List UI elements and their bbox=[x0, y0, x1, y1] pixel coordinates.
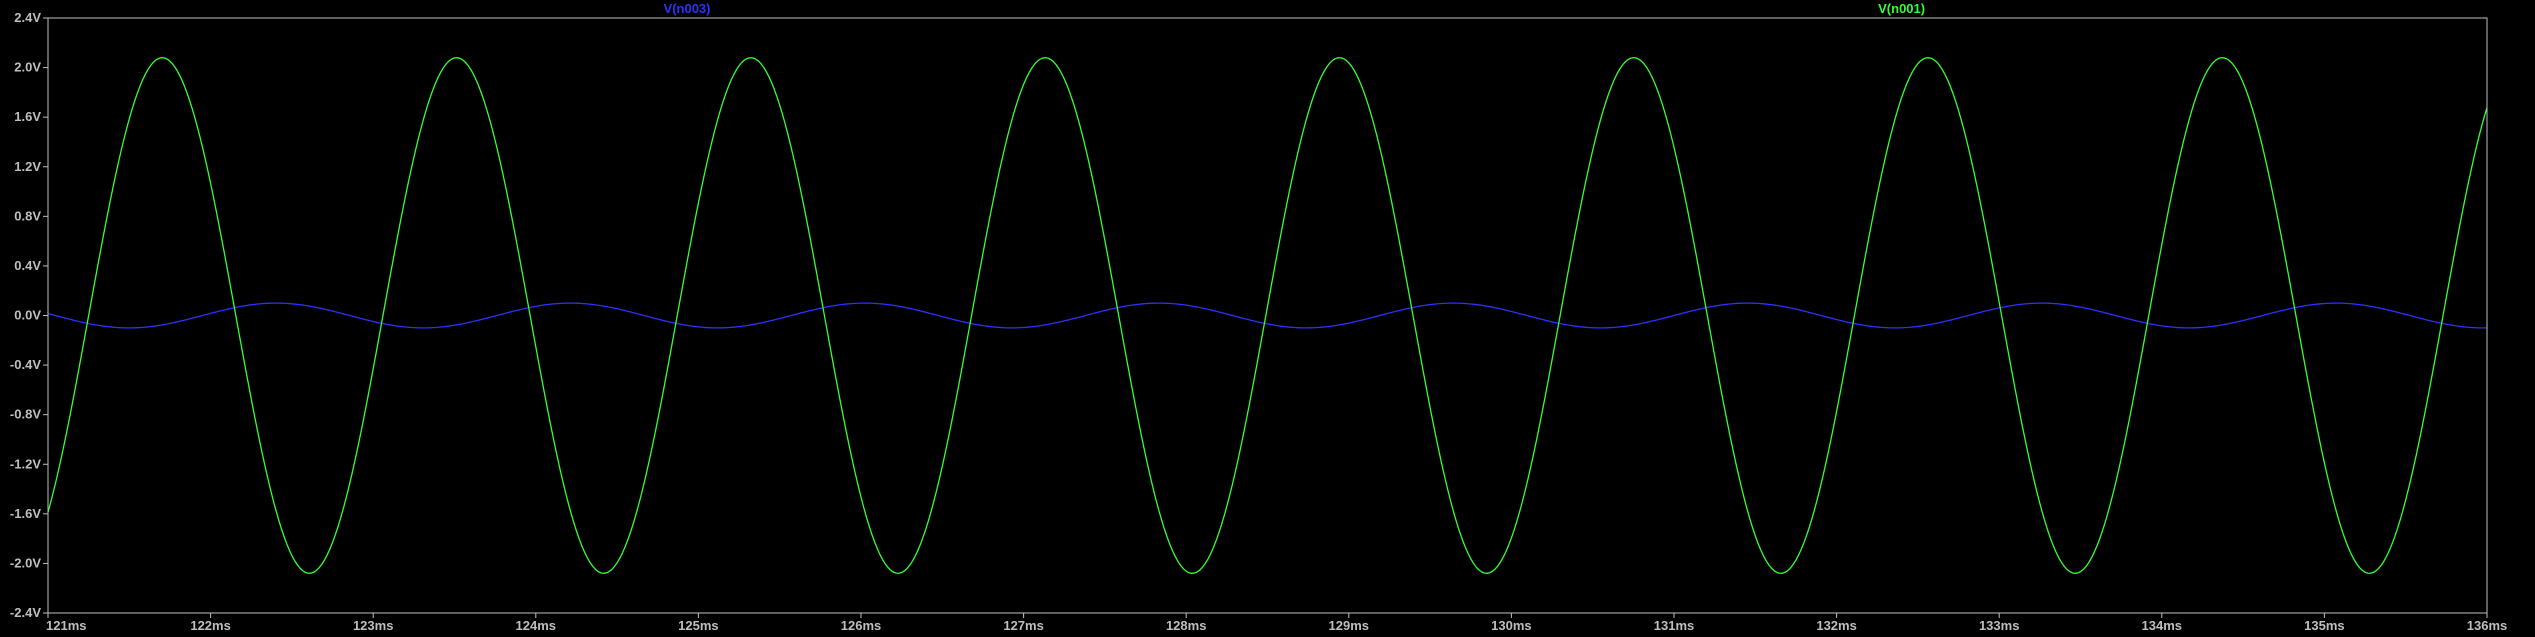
y-tick-label: -0.4V bbox=[10, 357, 41, 372]
x-tick-label: 127ms bbox=[1003, 618, 1043, 633]
series-line-1 bbox=[48, 302, 2487, 329]
series-line-2 bbox=[48, 57, 2487, 574]
y-tick-label: -2.4V bbox=[10, 605, 41, 620]
x-tick-label: 121ms bbox=[46, 618, 86, 633]
x-tick-label: 126ms bbox=[841, 618, 881, 633]
x-tick-label: 135ms bbox=[2304, 618, 2344, 633]
x-tick-label: 125ms bbox=[678, 618, 718, 633]
x-tick-label: 133ms bbox=[1979, 618, 2019, 633]
y-tick-label: 0.8V bbox=[14, 208, 41, 223]
x-tick-label: 131ms bbox=[1654, 618, 1694, 633]
y-tick-label: 1.6V bbox=[14, 109, 41, 124]
x-tick-label: 134ms bbox=[2142, 618, 2182, 633]
x-axis: 121ms 122ms 123ms 124ms 125ms 126ms 127ms 128ms… bbox=[46, 613, 2507, 633]
y-tick-label: 1.2V bbox=[14, 159, 41, 174]
x-tick-label: 129ms bbox=[1329, 618, 1369, 633]
y-tick-label: 2.0V bbox=[14, 60, 41, 75]
x-tick-label: 132ms bbox=[1816, 618, 1856, 633]
y-tick-label: 0.4V bbox=[14, 258, 41, 273]
y-axis: 2.4V 2.0V 1.6V 1.2V 0.8V 0.4V 0.0V -0.4V -0.8V -1… bbox=[10, 10, 48, 620]
y-tick-label: -2.0V bbox=[10, 555, 41, 570]
y-tick-label: 2.4V bbox=[14, 10, 41, 25]
x-tick-label: 136ms bbox=[2467, 618, 2507, 633]
y-tick-label: -0.8V bbox=[10, 407, 41, 422]
x-tick-label: 130ms bbox=[1491, 618, 1531, 633]
series-lines bbox=[48, 57, 2487, 574]
x-tick-label: 122ms bbox=[190, 618, 230, 633]
legend-label-2[interactable]: V(n001) bbox=[1878, 1, 1925, 16]
y-tick-label: 0.0V bbox=[14, 308, 41, 323]
legend: V(n003) V(n001) bbox=[664, 1, 1926, 16]
x-tick-label: 123ms bbox=[353, 618, 393, 633]
x-tick-label: 128ms bbox=[1166, 618, 1206, 633]
y-tick-label: -1.2V bbox=[10, 456, 41, 471]
y-tick-label: -1.6V bbox=[10, 506, 41, 521]
legend-label-1[interactable]: V(n003) bbox=[664, 1, 711, 16]
plot-frame bbox=[47, 17, 2488, 614]
x-tick-label: 124ms bbox=[516, 618, 556, 633]
